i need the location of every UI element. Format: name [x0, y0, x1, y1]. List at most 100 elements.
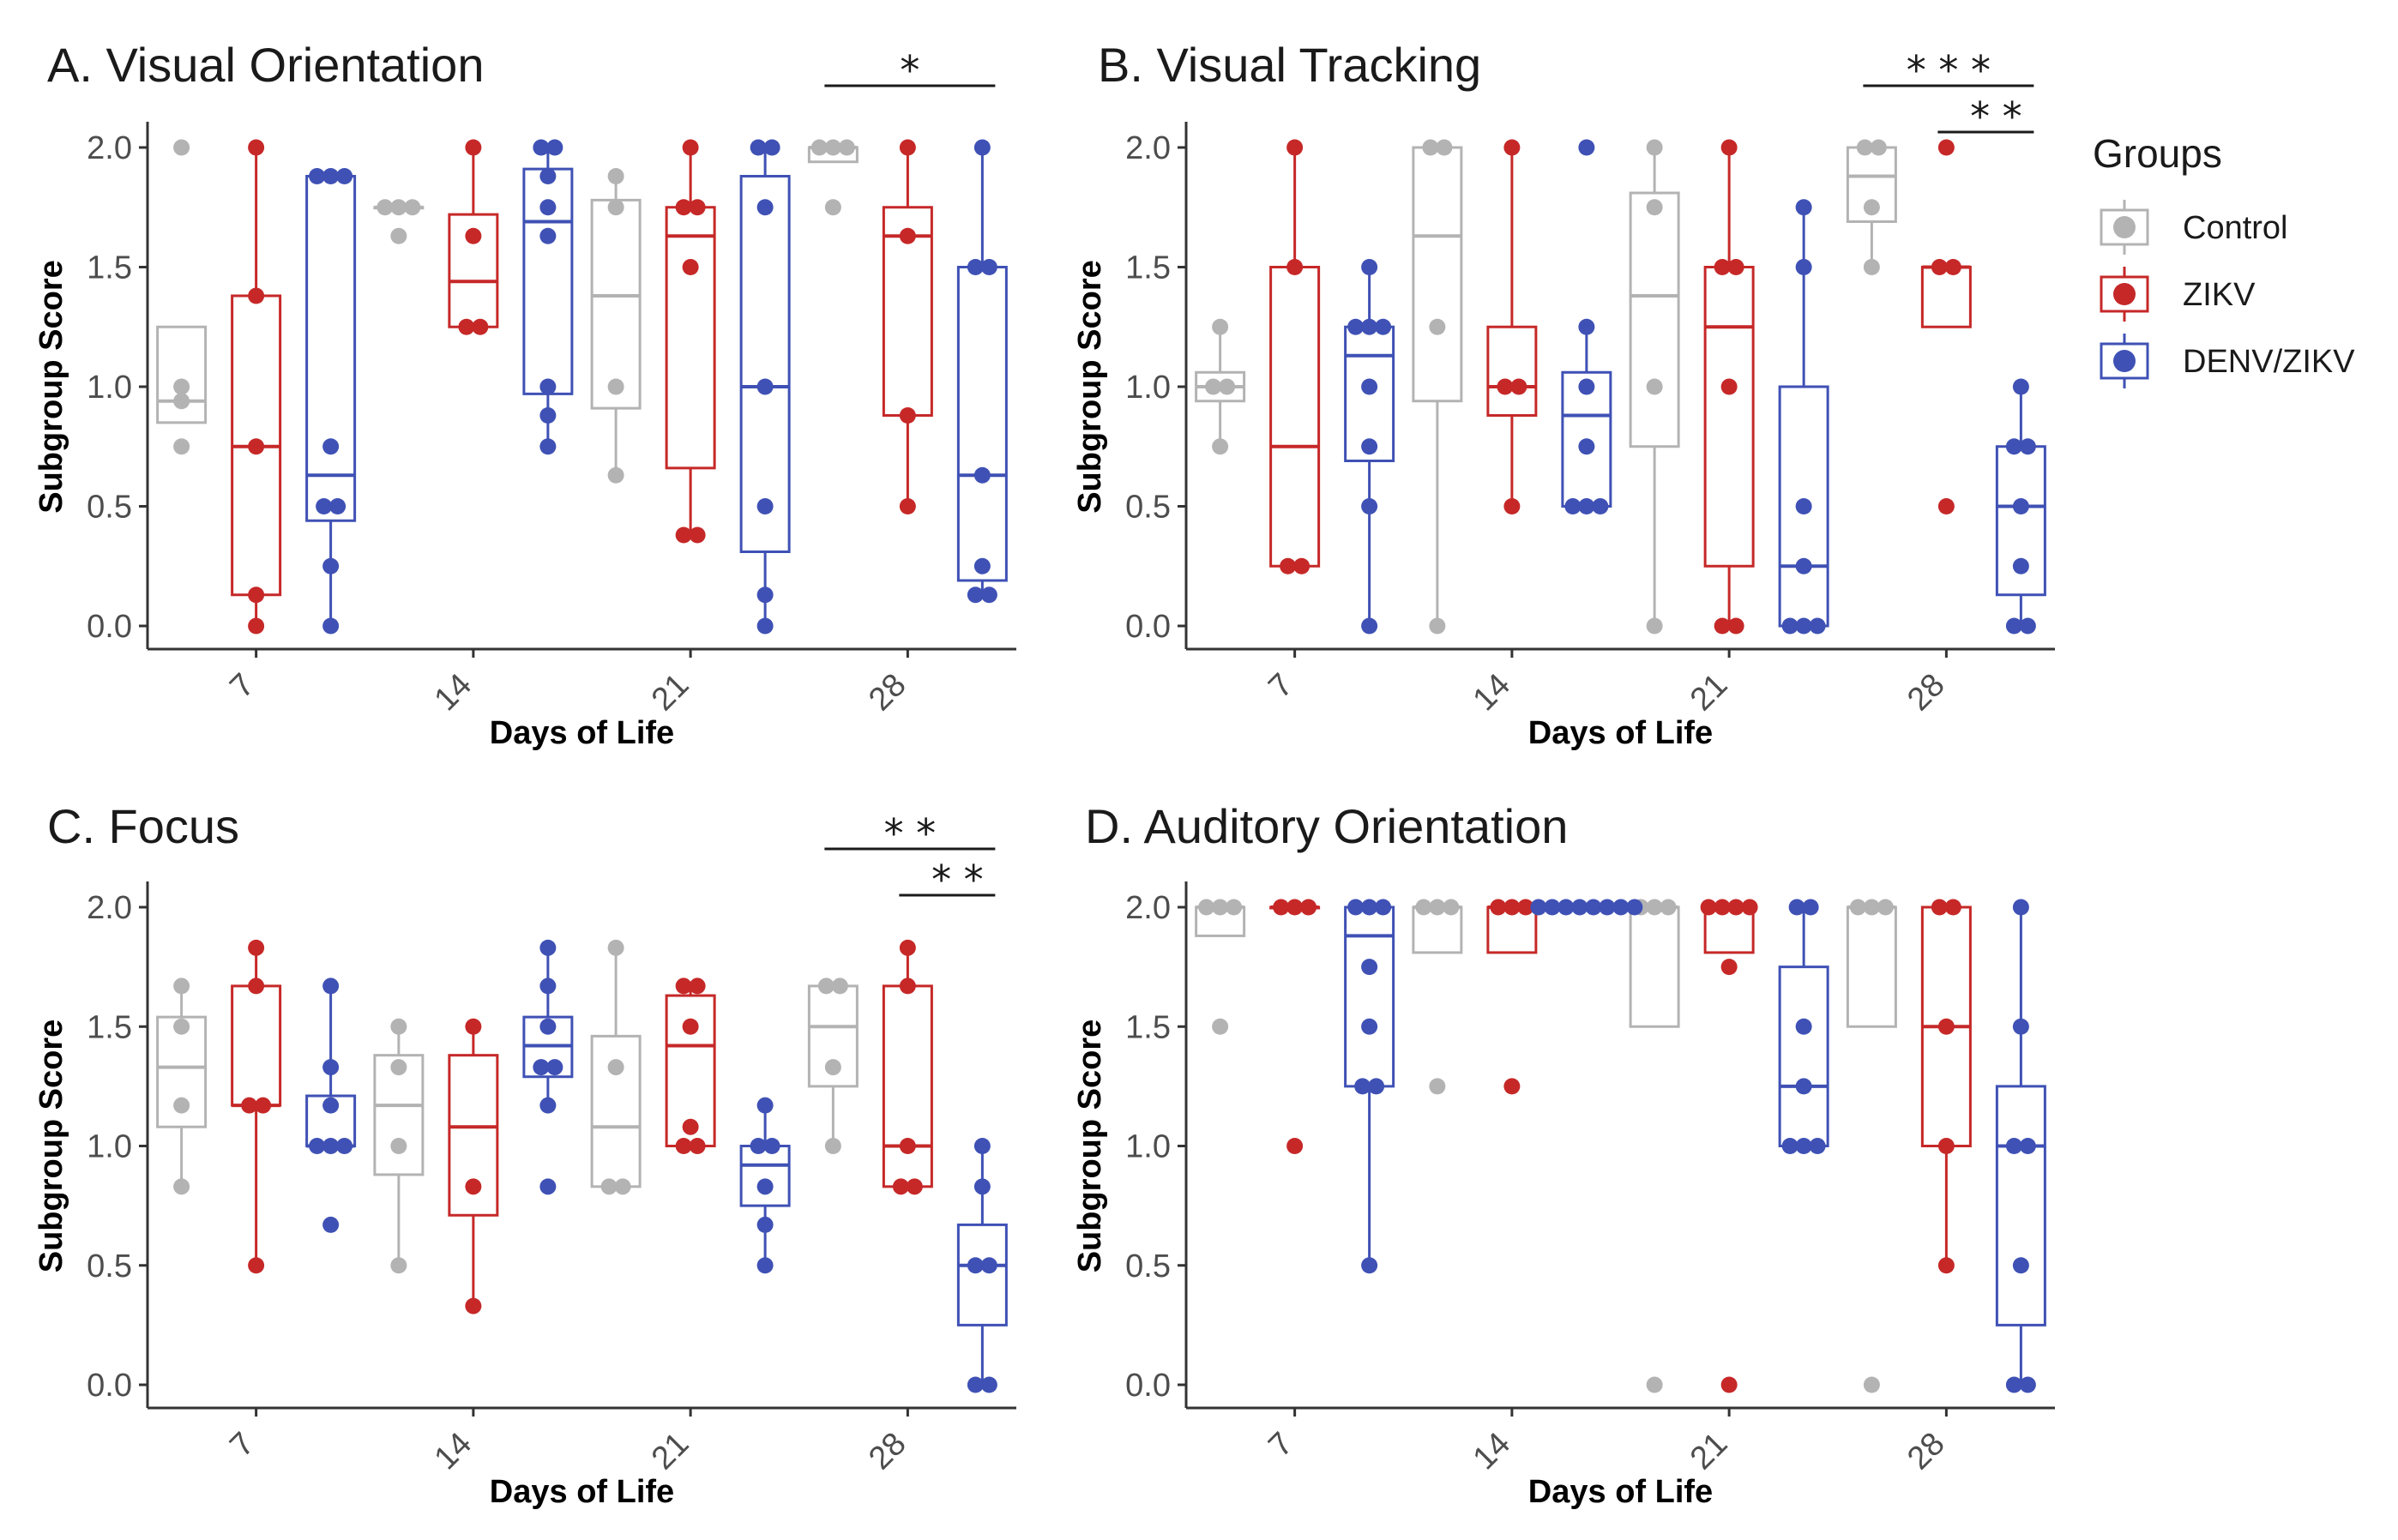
data-point [539, 378, 557, 395]
y-axis-title: Subgroup Score [33, 260, 69, 514]
box-zikv-day-21 [1703, 139, 1755, 635]
data-point [899, 978, 916, 995]
data-point [390, 227, 407, 244]
box-control-day-21 [590, 939, 642, 1195]
box-body [665, 206, 716, 470]
data-point [1578, 139, 1595, 156]
data-point [336, 167, 353, 184]
data-point [539, 939, 557, 956]
data-point [377, 199, 394, 216]
box-control-day-7 [1195, 318, 1246, 455]
data-point [682, 139, 699, 156]
data-point [1578, 318, 1595, 335]
data-point [1219, 378, 1236, 395]
data-point [1286, 259, 1304, 275]
data-point [248, 139, 265, 156]
data-point [1870, 139, 1887, 156]
data-point [1585, 899, 1602, 916]
data-point [1429, 1078, 1446, 1095]
significance-bracket: * [824, 47, 996, 93]
significance-label: * * [884, 810, 937, 857]
data-point [1720, 1376, 1738, 1393]
y-tick-label: 2.0 [1125, 890, 1171, 926]
data-point [750, 1138, 767, 1154]
data-point [750, 139, 767, 156]
data-point [980, 1376, 997, 1393]
significance-label: * * [931, 857, 984, 903]
data-point [2005, 1376, 2022, 1393]
data-point [390, 1257, 407, 1274]
panel-title: A. Visual Orientation [47, 38, 484, 92]
data-point [967, 1257, 984, 1274]
data-point [675, 978, 692, 995]
y-tick-label: 2.0 [1125, 130, 1171, 166]
data-point [173, 139, 190, 156]
x-axis-title: Days of Life [1528, 1474, 1713, 1510]
legend-label: Control [2183, 210, 2288, 246]
box-body [1486, 325, 1538, 417]
data-point [1660, 899, 1677, 916]
data-point [831, 978, 848, 995]
data-point [1802, 899, 1819, 916]
data-point [607, 939, 624, 956]
box-control-day-28 [1846, 899, 1897, 1393]
data-point [248, 617, 265, 635]
panel-4: D. Auditory Orientation 0.0 0.5 1.0 1.5 2.0 7 1… [1072, 799, 2055, 1510]
data-point [607, 466, 624, 484]
y-tick-label: 1.5 [87, 1009, 132, 1045]
box-control-day-14 [373, 1018, 425, 1274]
data-point [675, 1138, 692, 1154]
data-point [1503, 498, 1521, 514]
significance-bracket: * * [1937, 93, 2034, 140]
data-point [458, 318, 475, 335]
significance-bracket: * * [899, 857, 996, 903]
data-point [824, 1059, 841, 1076]
data-point [539, 1178, 557, 1195]
data-point [539, 438, 557, 455]
data-point [1646, 899, 1663, 916]
data-point [682, 1018, 699, 1035]
data-point [607, 378, 624, 395]
data-point [1646, 617, 1663, 635]
data-point [899, 406, 916, 424]
data-point [689, 1138, 706, 1154]
data-point [322, 1138, 340, 1154]
box-denvzikv-day-14 [1530, 899, 1643, 916]
data-point [329, 498, 346, 514]
data-point [1286, 1138, 1304, 1154]
data-point [1443, 899, 1460, 916]
data-point [1849, 899, 1866, 916]
box-zikv-day-28 [882, 139, 933, 514]
data-point [1436, 139, 1453, 156]
data-point [1286, 899, 1304, 916]
box-denvzikv-day-7 [1344, 899, 1395, 1274]
data-point [1856, 139, 1873, 156]
data-point [1937, 1138, 1955, 1154]
data-point [1530, 899, 1547, 916]
box-body [1629, 905, 1680, 1028]
data-point [2012, 498, 2029, 514]
data-point [173, 393, 190, 410]
data-point [1937, 498, 1955, 514]
panel-title: D. Auditory Orientation [1085, 799, 1568, 853]
legend-key-box [2100, 275, 2149, 313]
legend-title: Groups [2093, 131, 2222, 176]
data-point [248, 978, 265, 995]
y-tick-label: 1.0 [87, 370, 132, 406]
data-point [1571, 899, 1588, 916]
data-point [465, 1297, 482, 1314]
box-body [1778, 966, 1829, 1147]
data-point [1347, 899, 1365, 916]
data-point [1795, 1138, 1812, 1154]
data-point [1809, 1138, 1826, 1154]
data-point [248, 587, 265, 604]
box-control-day-21 [590, 167, 642, 484]
data-point [1612, 899, 1630, 916]
box-body [1629, 191, 1680, 448]
data-point [1599, 899, 1616, 916]
box-body [739, 1145, 791, 1207]
legend-key-point [2113, 216, 2136, 238]
data-point [675, 199, 692, 216]
data-point [465, 227, 482, 244]
